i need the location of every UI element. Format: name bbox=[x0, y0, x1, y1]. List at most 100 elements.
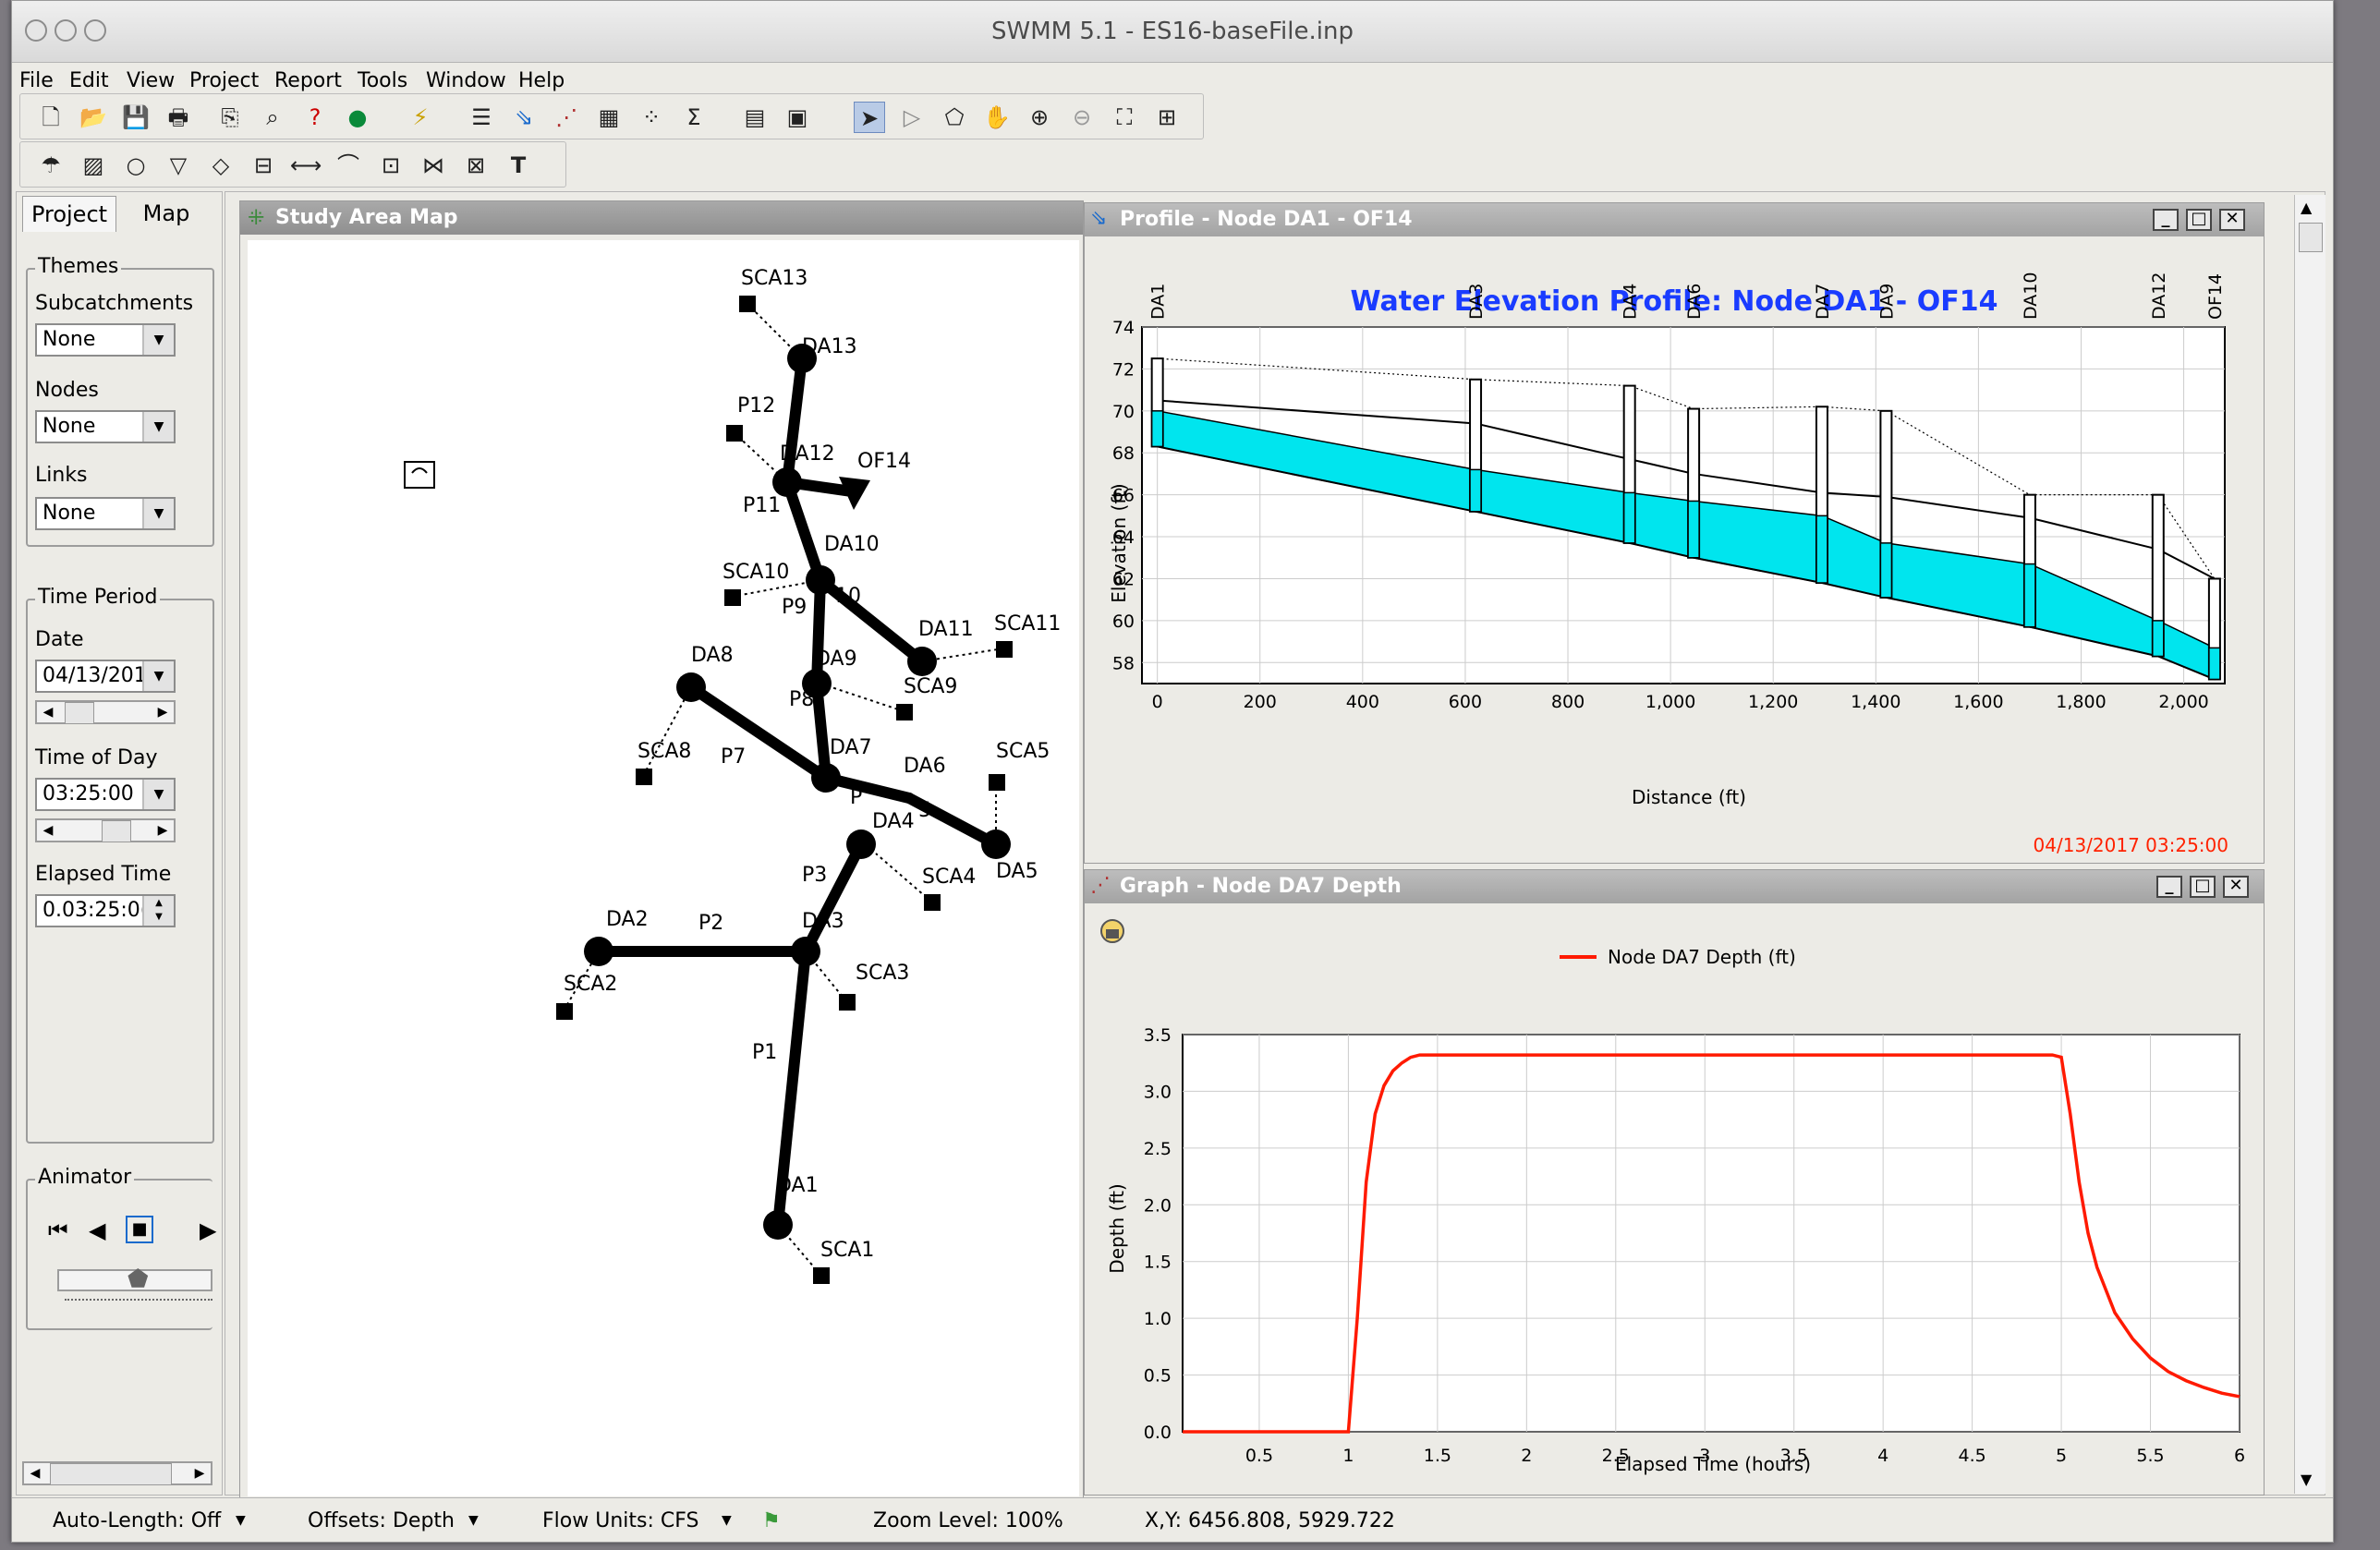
depth-chart[interactable]: Node DA7 Depth (ft) Depth (ft) Elapsed T… bbox=[1087, 905, 2262, 1491]
select-object-icon[interactable]: ➤ bbox=[854, 102, 885, 133]
weir-icon[interactable]: ⋈ bbox=[422, 152, 444, 178]
node-da7[interactable] bbox=[811, 763, 841, 793]
time-of-day-select[interactable]: 03:25:00 ▼ bbox=[35, 778, 176, 811]
zoom-window-button[interactable] bbox=[84, 19, 106, 42]
sca12[interactable] bbox=[726, 425, 743, 442]
close-button[interactable]: ✕ bbox=[2223, 876, 2249, 898]
pan-icon[interactable]: ✋ bbox=[983, 104, 1011, 130]
sca3[interactable] bbox=[839, 994, 856, 1011]
select-region-icon[interactable]: ⬠ bbox=[944, 104, 965, 130]
outlet-icon[interactable]: ⊠ bbox=[466, 152, 486, 178]
sca4[interactable] bbox=[924, 894, 941, 911]
measure-icon[interactable]: ⊞ bbox=[1157, 104, 1177, 130]
nodes-select[interactable]: None ▼ bbox=[35, 410, 176, 443]
links-select[interactable]: None ▼ bbox=[35, 497, 176, 530]
node-da12[interactable] bbox=[772, 467, 802, 497]
node-da1[interactable] bbox=[763, 1210, 793, 1240]
select-vertex-icon[interactable]: ▷ bbox=[903, 104, 921, 130]
node-of14[interactable] bbox=[839, 477, 870, 510]
scatter-icon[interactable]: ⁘ bbox=[641, 104, 662, 130]
minimize-button[interactable]: _ bbox=[2153, 209, 2179, 231]
spinner-arrows-icon[interactable]: ▲ ▼ bbox=[142, 896, 174, 926]
arrow-right-icon[interactable]: ▶ bbox=[157, 705, 168, 720]
forward-icon[interactable]: ▶ bbox=[200, 1217, 217, 1243]
stop-icon[interactable]: ■ bbox=[126, 1216, 153, 1243]
tab-project[interactable]: Project bbox=[22, 196, 116, 232]
menu-edit[interactable]: Edit bbox=[69, 69, 109, 92]
orifice-icon[interactable]: ⊡ bbox=[381, 152, 401, 178]
close-window-button[interactable] bbox=[25, 19, 47, 42]
print-icon[interactable]: 🖶 bbox=[167, 104, 189, 130]
lock-icon[interactable] bbox=[1100, 919, 1124, 943]
cascade-icon[interactable]: ▣ bbox=[786, 104, 808, 130]
options-icon[interactable]: ▤ bbox=[744, 104, 766, 130]
panel-scrollbar[interactable]: ◀ ▶ bbox=[22, 1461, 212, 1485]
rewind-icon[interactable]: ⏮ bbox=[48, 1217, 68, 1243]
run-icon[interactable]: ⚡ bbox=[412, 104, 429, 130]
maximize-button[interactable]: □ bbox=[2190, 876, 2216, 898]
menu-help[interactable]: Help bbox=[518, 69, 565, 92]
pump-icon[interactable]: ⌒ bbox=[337, 152, 359, 178]
subcatchment-icon[interactable]: ▨ bbox=[82, 152, 104, 178]
minimize-window-button[interactable] bbox=[55, 19, 77, 42]
offsets-status[interactable]: Offsets: Depth bbox=[308, 1509, 455, 1532]
animation-speed-slider[interactable] bbox=[57, 1269, 212, 1291]
arrow-right-icon[interactable]: ▶ bbox=[194, 1466, 205, 1481]
copy-icon[interactable]: ⎘ bbox=[221, 104, 239, 130]
statistics-icon[interactable]: Σ bbox=[686, 104, 701, 130]
divider-icon[interactable]: ◇ bbox=[212, 152, 230, 178]
node-da3[interactable] bbox=[791, 937, 820, 966]
conduit-icon[interactable]: ⟷ bbox=[290, 152, 322, 178]
menu-view[interactable]: View bbox=[127, 69, 176, 92]
rain-gage-icon[interactable] bbox=[404, 461, 435, 489]
find-icon[interactable]: ⌕ bbox=[266, 104, 279, 130]
new-file-icon[interactable]: 🗋 bbox=[42, 104, 60, 130]
node-da13[interactable] bbox=[787, 344, 817, 373]
globe-icon[interactable]: ● bbox=[347, 104, 368, 130]
arrow-left-icon[interactable]: ◀ bbox=[42, 705, 54, 720]
sca11[interactable] bbox=[996, 641, 1013, 658]
elapsed-time-spinner[interactable]: 0.03:25:0(▲ ▼ bbox=[35, 894, 176, 927]
tab-map[interactable]: Map bbox=[142, 200, 190, 226]
menu-project[interactable]: Project bbox=[189, 69, 260, 92]
report-icon[interactable]: ☰ bbox=[471, 104, 492, 130]
arrow-left-icon[interactable]: ◀ bbox=[30, 1466, 41, 1481]
date-select[interactable]: 04/13/201 ▼ bbox=[35, 660, 176, 693]
zoom-in-icon[interactable]: ⊕ bbox=[1029, 104, 1050, 130]
zoom-out-icon[interactable]: ⊖ bbox=[1072, 104, 1092, 130]
profile-chart[interactable]: Water Elevation Profile: Node DA1 - OF14… bbox=[1087, 238, 2262, 859]
menu-window[interactable]: Window bbox=[426, 69, 506, 92]
node-da11[interactable] bbox=[907, 647, 937, 676]
sca2[interactable] bbox=[556, 1003, 573, 1020]
sca1[interactable] bbox=[813, 1267, 830, 1284]
rain-gage-icon[interactable]: ☂ bbox=[41, 152, 61, 178]
flow-units-status[interactable]: Flow Units: CFS bbox=[542, 1509, 699, 1532]
time-scroll-thumb[interactable] bbox=[102, 820, 131, 842]
table-icon[interactable]: ▦ bbox=[598, 104, 620, 130]
menu-tools[interactable]: Tools bbox=[358, 69, 408, 92]
sca8[interactable] bbox=[636, 769, 652, 785]
sca5[interactable] bbox=[989, 774, 1005, 791]
study-area-map[interactable]: SCA13 DA13 P12 DA12 OF14 P11 DA10 SCA10 … bbox=[248, 240, 1079, 1496]
minimize-button[interactable]: _ bbox=[2156, 876, 2182, 898]
query-icon[interactable]: ? bbox=[309, 104, 322, 130]
workspace-scrollbar[interactable]: ▲ ▼ bbox=[2294, 195, 2325, 1494]
panel-scroll-thumb[interactable] bbox=[50, 1463, 172, 1485]
full-extent-icon[interactable]: ⛶ bbox=[1116, 104, 1133, 130]
sca10[interactable] bbox=[724, 589, 741, 606]
text-label-icon[interactable]: T bbox=[510, 152, 527, 178]
node-da10[interactable] bbox=[806, 565, 835, 595]
close-button[interactable]: ✕ bbox=[2219, 209, 2245, 231]
profile-plot-icon[interactable]: ⇘ bbox=[514, 104, 534, 130]
back-icon[interactable]: ◀ bbox=[89, 1217, 106, 1243]
outfall-icon[interactable]: ▽ bbox=[169, 152, 188, 178]
workspace-scroll-thumb[interactable] bbox=[2299, 223, 2323, 252]
node-da5[interactable] bbox=[981, 829, 1011, 859]
arrow-down-icon[interactable]: ▼ bbox=[2301, 1471, 2313, 1488]
time-scrollbar[interactable]: ◀ ▶ bbox=[35, 818, 176, 842]
date-scroll-thumb[interactable] bbox=[65, 702, 94, 724]
sca13[interactable] bbox=[739, 296, 756, 312]
maximize-button[interactable]: □ bbox=[2186, 209, 2212, 231]
menu-report[interactable]: Report bbox=[274, 69, 342, 92]
junction-icon[interactable]: ○ bbox=[126, 152, 146, 178]
